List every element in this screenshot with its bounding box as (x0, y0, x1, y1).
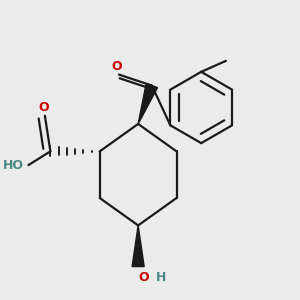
Polygon shape (138, 83, 158, 124)
Polygon shape (132, 225, 144, 267)
Text: HO: HO (3, 159, 24, 172)
Text: O: O (111, 60, 122, 73)
Text: O: O (38, 101, 49, 114)
Text: O: O (138, 271, 149, 284)
Text: H: H (156, 271, 167, 284)
